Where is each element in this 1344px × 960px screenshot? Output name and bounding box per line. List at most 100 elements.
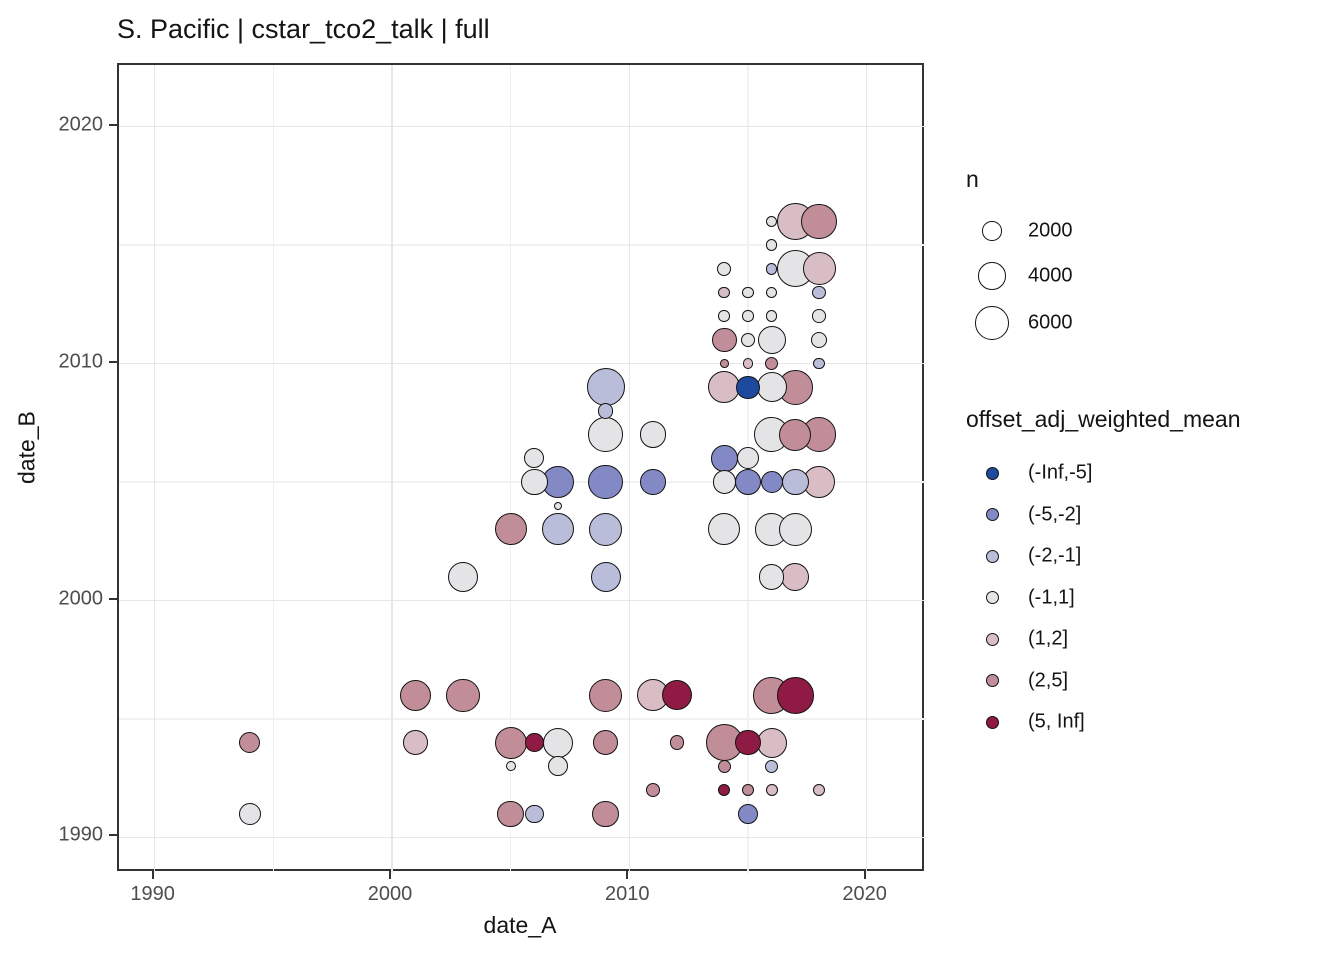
gridline-major-x <box>153 65 156 873</box>
data-point <box>781 562 810 591</box>
data-point <box>742 358 754 369</box>
data-point <box>735 729 761 756</box>
data-point <box>718 286 730 299</box>
data-point <box>736 375 760 399</box>
data-point <box>813 357 825 370</box>
color-legend-dot <box>985 715 999 729</box>
data-point <box>710 445 738 472</box>
data-point <box>765 759 779 774</box>
y-tick-mark <box>109 597 117 600</box>
data-point <box>645 782 661 798</box>
data-point <box>592 800 619 828</box>
data-point <box>661 680 692 711</box>
gridline-minor-y <box>119 244 926 246</box>
size-legend-label: 4000 <box>1028 264 1073 287</box>
data-point <box>719 359 729 368</box>
data-point <box>399 679 432 711</box>
data-point <box>810 331 828 349</box>
data-point <box>813 784 826 797</box>
data-point <box>765 215 778 228</box>
color-legend-label: (-1,1] <box>1028 586 1075 608</box>
data-point <box>543 727 574 758</box>
data-point <box>717 759 731 774</box>
x-tick-label: 2000 <box>367 883 413 905</box>
y-tick-mark <box>109 123 117 126</box>
plot-panel <box>117 63 926 873</box>
data-point <box>597 403 614 419</box>
gridline-major-y <box>119 362 926 365</box>
data-point <box>734 468 762 496</box>
y-tick-label: 1990 <box>58 823 104 846</box>
data-point <box>521 468 548 496</box>
data-point <box>760 471 783 494</box>
data-point <box>718 310 730 322</box>
data-point <box>777 676 814 714</box>
data-point <box>548 756 569 777</box>
size-legend-label: 6000 <box>1028 311 1073 334</box>
data-point <box>757 325 786 354</box>
chart-title: S. Pacific | cstar_tco2_talk | full <box>117 14 490 44</box>
data-point <box>708 513 741 546</box>
data-point <box>759 564 785 590</box>
color-legend-label: (1,2] <box>1028 627 1069 650</box>
color-legend-dot <box>985 632 999 646</box>
data-point <box>711 327 737 353</box>
color-legend-label: (2,5] <box>1028 669 1069 691</box>
x-tick-label: 2020 <box>842 883 887 905</box>
y-tick-label: 2010 <box>58 350 104 373</box>
y-axis-title: date_B <box>13 411 40 484</box>
data-point <box>669 735 684 750</box>
data-point <box>740 332 756 348</box>
data-point <box>742 286 754 299</box>
data-point <box>779 418 812 451</box>
data-point <box>238 731 261 754</box>
data-point <box>494 513 527 546</box>
size-legend-circle <box>982 221 1002 241</box>
data-point <box>708 371 741 404</box>
data-point <box>589 678 623 712</box>
data-point <box>588 464 623 500</box>
data-point <box>590 561 621 592</box>
x-axis-title: date_A <box>483 912 557 938</box>
color-legend-label: (-5,-2] <box>1028 503 1082 525</box>
data-point <box>525 733 544 752</box>
data-point <box>756 372 787 403</box>
data-point <box>448 561 479 592</box>
data-point <box>446 678 480 712</box>
color-legend-dot <box>985 674 999 687</box>
x-tick-label: 2010 <box>605 883 650 905</box>
data-point <box>497 800 524 828</box>
size-legend-label: 2000 <box>1028 219 1073 242</box>
data-point <box>640 469 666 495</box>
data-point <box>718 784 731 797</box>
data-point <box>525 804 544 823</box>
data-point <box>717 261 732 276</box>
data-point <box>542 513 575 546</box>
data-point <box>742 310 754 322</box>
x-tick-mark <box>626 871 629 879</box>
gridline-minor-x <box>509 65 512 873</box>
data-point <box>742 784 754 797</box>
data-point <box>737 803 758 824</box>
x-tick-mark <box>151 871 154 879</box>
gridline-major-y <box>119 599 926 602</box>
y-tick-label: 2020 <box>58 113 104 136</box>
data-point <box>765 263 778 275</box>
x-tick-mark <box>863 871 866 879</box>
data-point <box>812 309 826 323</box>
gridline-major-x <box>391 65 393 873</box>
x-tick-label: 1990 <box>130 883 175 905</box>
y-tick-label: 2000 <box>58 587 104 609</box>
data-point <box>812 285 826 300</box>
data-point <box>736 447 759 470</box>
gridline-major-y <box>119 836 926 839</box>
data-point <box>765 286 778 299</box>
gridline-major-y <box>119 125 926 128</box>
color-legend-label: (-2,-1] <box>1028 544 1082 567</box>
data-point <box>586 368 625 407</box>
data-point <box>765 356 779 371</box>
size-legend-title: n <box>966 166 979 192</box>
color-legend-dot <box>985 549 999 563</box>
data-point <box>802 252 836 286</box>
